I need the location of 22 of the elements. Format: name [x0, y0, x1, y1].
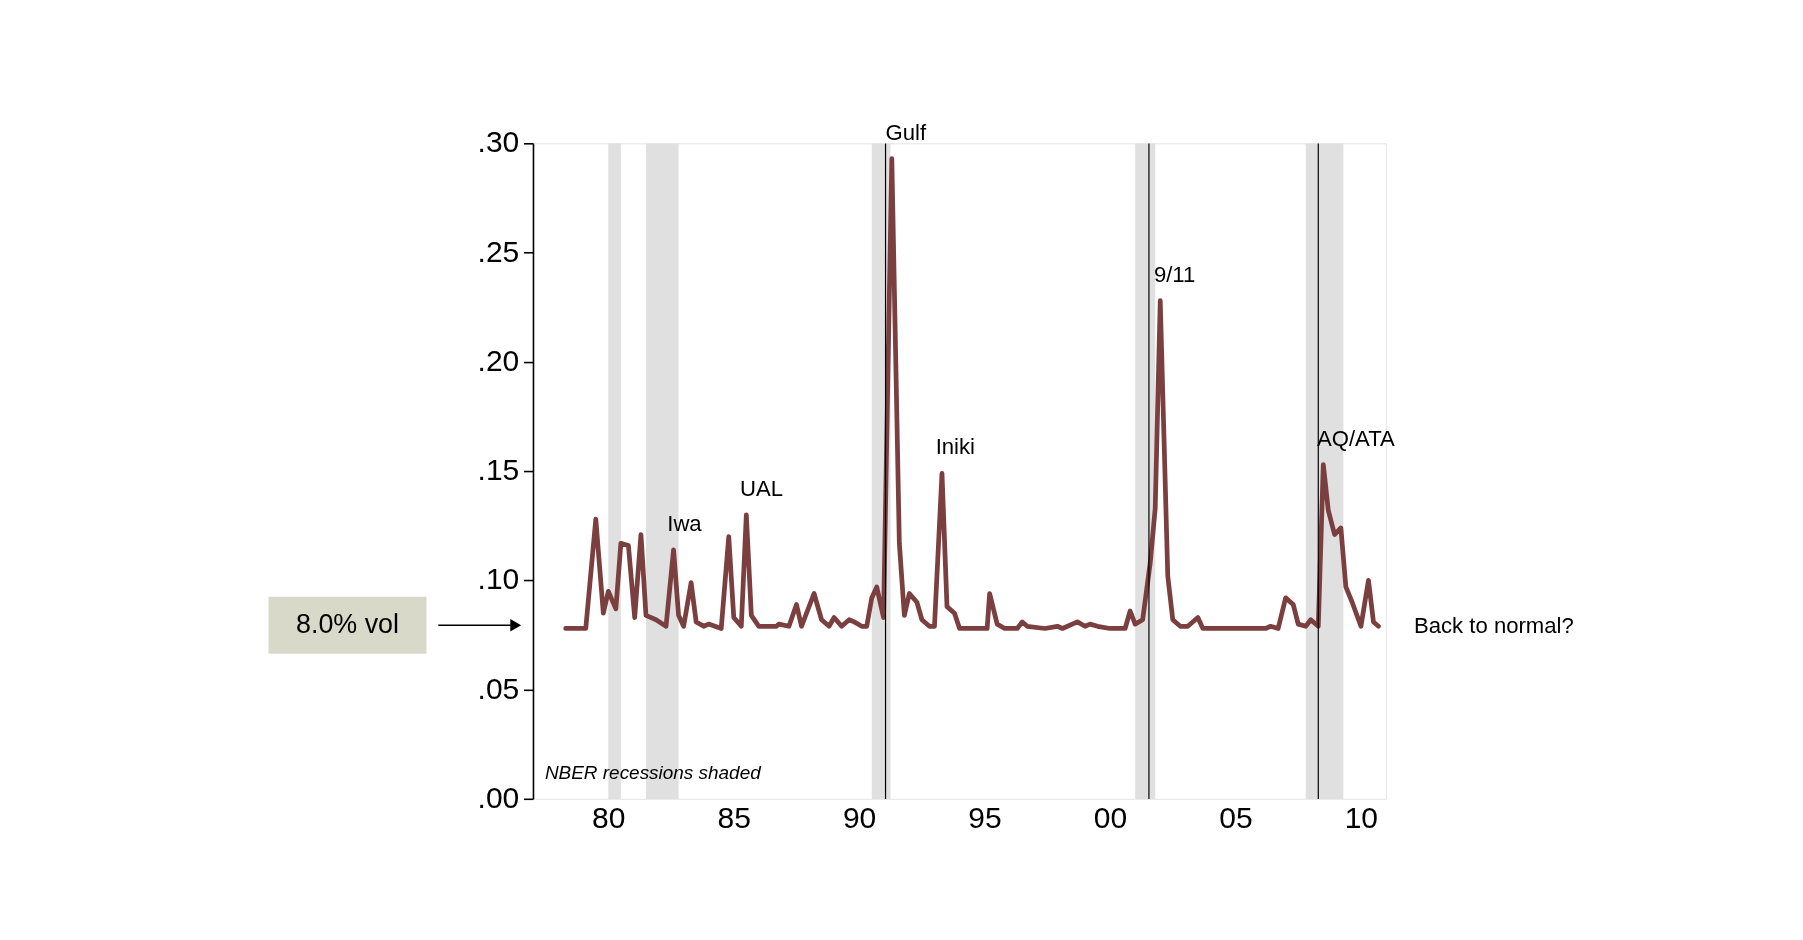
annotation: 9/11 — [1153, 261, 1196, 287]
y-tick-label: .15 — [477, 453, 520, 487]
y-tick-label: .05 — [477, 671, 520, 705]
annotation: Iwa — [667, 510, 703, 536]
x-tick-label: 95 — [968, 800, 1002, 834]
y-tick-label: .25 — [477, 234, 520, 268]
annotation: NBER recessions shaded — [544, 762, 763, 784]
annotation: Back to normal? — [1414, 612, 1574, 638]
annotation: UAL — [740, 475, 784, 501]
text: 8.0% vol — [296, 609, 399, 640]
y-tick-label: .30 — [477, 125, 520, 159]
annotation: Iniki — [935, 434, 975, 460]
y-tick-label: .00 — [477, 780, 520, 814]
x-tick-label: 05 — [1219, 800, 1253, 834]
x-tick-label: 00 — [1093, 800, 1128, 834]
y-tick-label: .10 — [477, 562, 520, 596]
x-tick-label: 90 — [842, 800, 877, 834]
x-tick-label: 80 — [592, 800, 626, 834]
x-tick-label: 85 — [717, 800, 751, 834]
y-tick-label: .20 — [477, 343, 520, 377]
x-tick-label: 10 — [1344, 800, 1379, 834]
annotation: Gulf — [885, 119, 927, 145]
